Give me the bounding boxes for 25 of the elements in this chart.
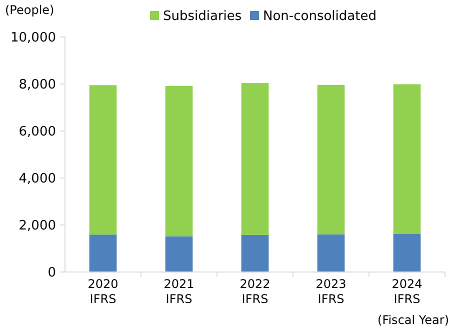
x-tick-label: 2024 IFRS: [392, 277, 422, 306]
x-axis-title: (Fiscal Year): [378, 313, 449, 327]
legend-label: Non-consolidated: [263, 9, 376, 24]
x-tick-label: 2022 IFRS: [240, 277, 270, 306]
bar: [165, 86, 193, 236]
bar: [317, 84, 345, 234]
y-tick-label: 6,000: [18, 124, 56, 140]
bar: [241, 83, 269, 235]
bar: [89, 234, 117, 272]
bar: [165, 236, 193, 272]
y-tick-label: 2,000: [18, 218, 56, 234]
bar: [393, 234, 421, 272]
legend-label: Subsidiaries: [163, 9, 242, 24]
x-tick-label: 2020 IFRS: [88, 277, 118, 306]
y-tick-label: 4,000: [18, 172, 56, 187]
y-axis-title: (People): [5, 3, 54, 17]
y-tick-label: 0: [48, 266, 56, 281]
bar: [241, 234, 269, 272]
bar: [393, 84, 421, 234]
x-tick-label: 2023 IFRS: [316, 277, 346, 306]
bar: [89, 85, 117, 235]
bar: [317, 234, 345, 272]
y-tick-label: 10,000: [10, 30, 56, 46]
x-tick-label: 2021 IFRS: [164, 277, 194, 306]
y-tick-label: 8,000: [18, 78, 56, 93]
